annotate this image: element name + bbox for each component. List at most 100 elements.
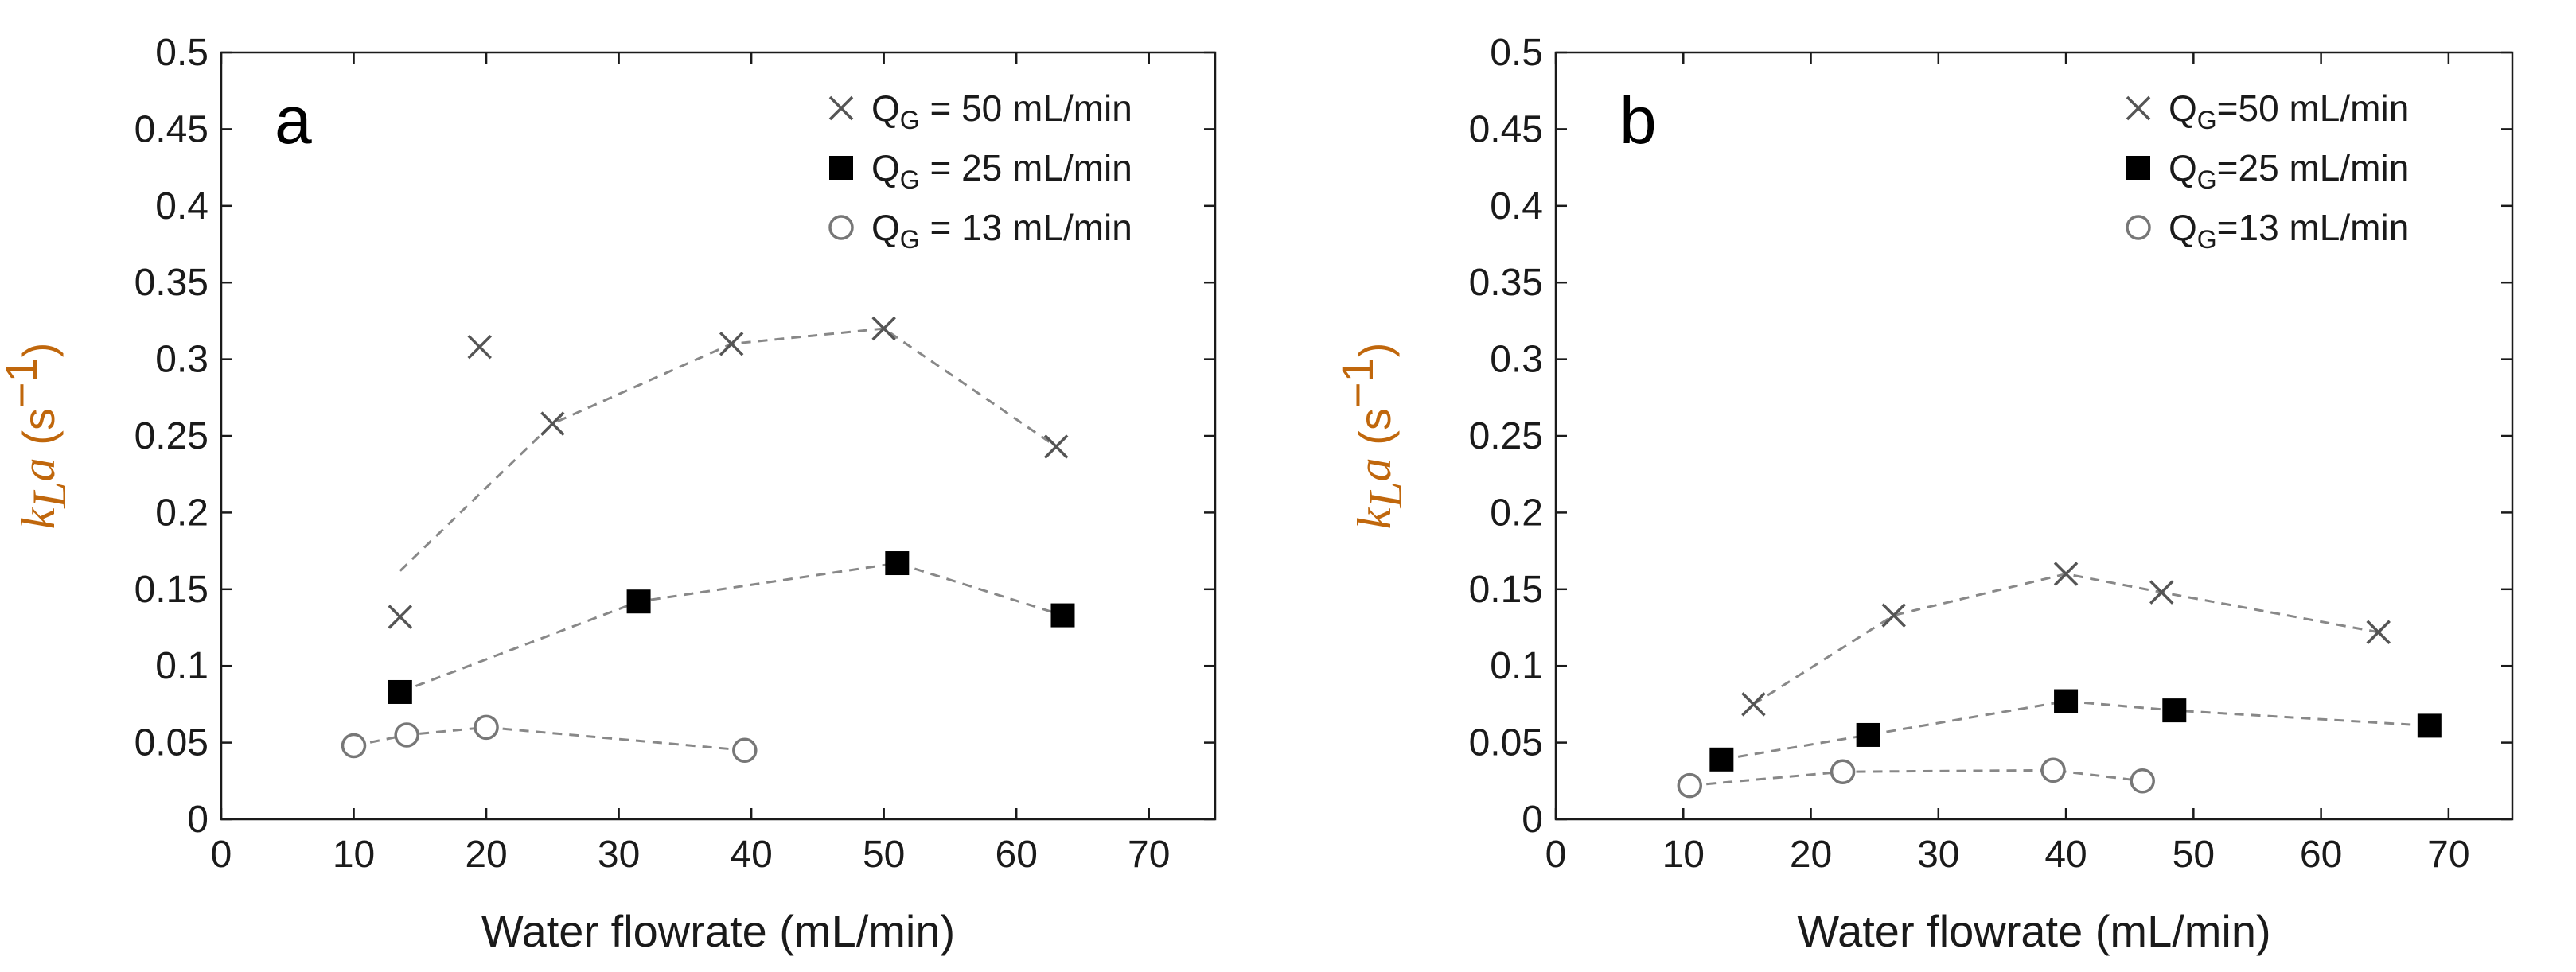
data-point-cross — [2366, 620, 2391, 645]
data-point-cross-stroke-2 — [2053, 562, 2079, 586]
legend-marker-square — [829, 156, 853, 180]
legend-label-main: Q — [2169, 87, 2197, 129]
y-tick-label: 0.4 — [155, 185, 208, 227]
y-axis-label-part: ) — [1350, 343, 1400, 358]
x-tick-label: 30 — [1917, 834, 1959, 876]
data-point-cross-stroke-2 — [467, 334, 492, 360]
data-point-square — [1709, 747, 1734, 772]
x-tick-label: 50 — [863, 834, 905, 876]
y-axis-label-part: (s — [14, 408, 64, 457]
y-axis-label-part: ) — [14, 343, 64, 358]
data-point-cross — [871, 316, 896, 341]
data-point-cross — [1043, 434, 1069, 459]
legend-marker-cross-stroke-2 — [2126, 95, 2151, 121]
panel-letter: a — [275, 83, 312, 157]
y-tick-label: 0 — [1522, 799, 1543, 841]
series-circle — [1677, 757, 2155, 799]
x-tick-label: 40 — [730, 834, 772, 876]
y-tick-label: 0.1 — [155, 645, 208, 687]
data-point-circle — [2040, 757, 2066, 783]
y-tick-label: 0.3 — [1490, 339, 1543, 381]
legend-label-rest: =13 mL/min — [2217, 207, 2410, 248]
y-tick-label: 0.15 — [1469, 569, 1543, 611]
y-tick-label: 0.05 — [134, 722, 208, 764]
legend-label-main: Q — [2169, 207, 2197, 248]
legend-label-sub: G — [2197, 106, 2217, 134]
y-axis-label-part: a — [12, 457, 64, 481]
legend-label-rest: =25 mL/min — [2217, 147, 2410, 189]
y-tick-label: 0.45 — [1469, 108, 1543, 150]
data-point-cross-stroke-2 — [540, 411, 565, 436]
series-circle — [341, 714, 758, 763]
legend-label-sub: G — [2197, 225, 2217, 254]
legend-label-rest: = 25 mL/min — [920, 147, 1132, 189]
y-axis-label-part: (s — [1350, 408, 1400, 457]
legend-label-main: Q — [871, 87, 900, 129]
y-tick-label: 0.45 — [134, 108, 208, 150]
data-point-cross-stroke-2 — [1741, 692, 1766, 717]
data-point-cross — [1741, 692, 1766, 717]
legend-label-sub: G — [2197, 165, 2217, 194]
x-tick-label: 0 — [1545, 834, 1567, 876]
legend-label-sub: G — [900, 106, 920, 134]
data-point-cross-stroke-2 — [1881, 603, 1906, 628]
y-axis-label-part: −1 — [0, 357, 46, 408]
x-tick-label: 10 — [333, 834, 375, 876]
data-point-cross-stroke-2 — [871, 316, 896, 341]
x-tick-label: 20 — [1790, 834, 1832, 876]
data-point-cross-stroke-2 — [1043, 434, 1069, 459]
y-tick-label: 0.15 — [134, 569, 208, 611]
legend-label-rest: = 50 mL/min — [920, 87, 1132, 129]
legend-marker-circle — [2126, 215, 2151, 240]
x-tick-label: 0 — [211, 834, 232, 876]
y-tick-label: 0.35 — [1469, 262, 1543, 304]
chart-panel-b: 0 10 20 30 40 50 60 70 0 0.05 0.1 0.15 0.2 0.25 0.3 0.3… — [1332, 32, 2514, 956]
data-point-square — [388, 679, 412, 704]
data-point-cross — [467, 334, 492, 360]
x-tick-label: 10 — [1662, 834, 1705, 876]
legend-marker-square — [2126, 156, 2150, 180]
y-axis-label-part: L — [1359, 481, 1412, 508]
y-axis-label-part: a — [1348, 457, 1401, 481]
y-tick-label: 0.2 — [155, 492, 208, 534]
data-point-cross-stroke-2 — [2366, 620, 2391, 645]
legend-label: QG=50 mL/min — [2169, 87, 2409, 134]
chart-panel-a: 0 10 20 30 40 50 60 70 0 0.05 0.1 0.15 0.2 0.25 0.3 0.3… — [0, 32, 1217, 956]
panel-letter: b — [1619, 83, 1657, 157]
x-tick-label: 60 — [2300, 834, 2342, 876]
legend-label-main: Q — [2169, 147, 2197, 189]
x-tick-label: 70 — [1128, 834, 1170, 876]
y-axis-label-part: k — [12, 507, 64, 529]
y-tick-label: 0.5 — [1490, 32, 1543, 74]
y-axis-label: kLa (s−1) — [0, 343, 76, 530]
data-point-cross — [719, 332, 744, 356]
legend-label-sub: G — [900, 225, 920, 254]
y-axis-label: kLa (s−1) — [1332, 343, 1412, 530]
data-point-square — [1050, 603, 1075, 628]
series-square — [388, 551, 1075, 704]
legend-label: QG = 13 mL/min — [871, 207, 1132, 254]
data-point-cross — [2053, 562, 2079, 586]
y-axis-label-part: −1 — [1332, 357, 1382, 408]
trend-line — [1689, 768, 2143, 787]
y-tick-label: 0 — [187, 799, 208, 841]
y-tick-label: 0.3 — [155, 339, 208, 381]
y-axis-label-part: L — [23, 481, 76, 508]
data-point-circle — [1677, 772, 1703, 799]
trend-line — [399, 562, 1063, 694]
data-point-cross-stroke-2 — [719, 332, 744, 356]
y-tick-label: 0.1 — [1490, 645, 1543, 687]
y-tick-label: 0.2 — [1490, 492, 1543, 534]
data-point-circle — [394, 722, 419, 748]
x-tick-label: 60 — [996, 834, 1038, 876]
x-tick-label: 50 — [2173, 834, 2215, 876]
x-tick-label: 30 — [598, 834, 640, 876]
data-point-cross — [388, 605, 413, 629]
y-tick-label: 0.35 — [134, 262, 208, 304]
legend-label: QG = 50 mL/min — [871, 87, 1132, 134]
x-tick-label: 20 — [465, 834, 507, 876]
